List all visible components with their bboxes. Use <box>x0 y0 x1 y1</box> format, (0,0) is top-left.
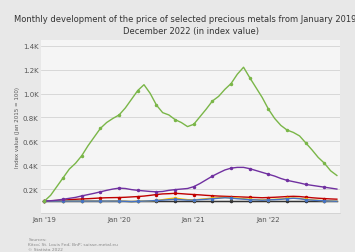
Title: Monthly development of the price of selected precious metals from January 2019 t: Monthly development of the price of sele… <box>14 15 355 36</box>
Text: Sources:
Kitco; St. Louis Fed; BnP; suisse-metal.eu
© Statista 2022: Sources: Kitco; St. Louis Fed; BnP; suis… <box>28 237 118 251</box>
Y-axis label: Index value (Jan 2015 = 100): Index value (Jan 2015 = 100) <box>15 86 20 167</box>
